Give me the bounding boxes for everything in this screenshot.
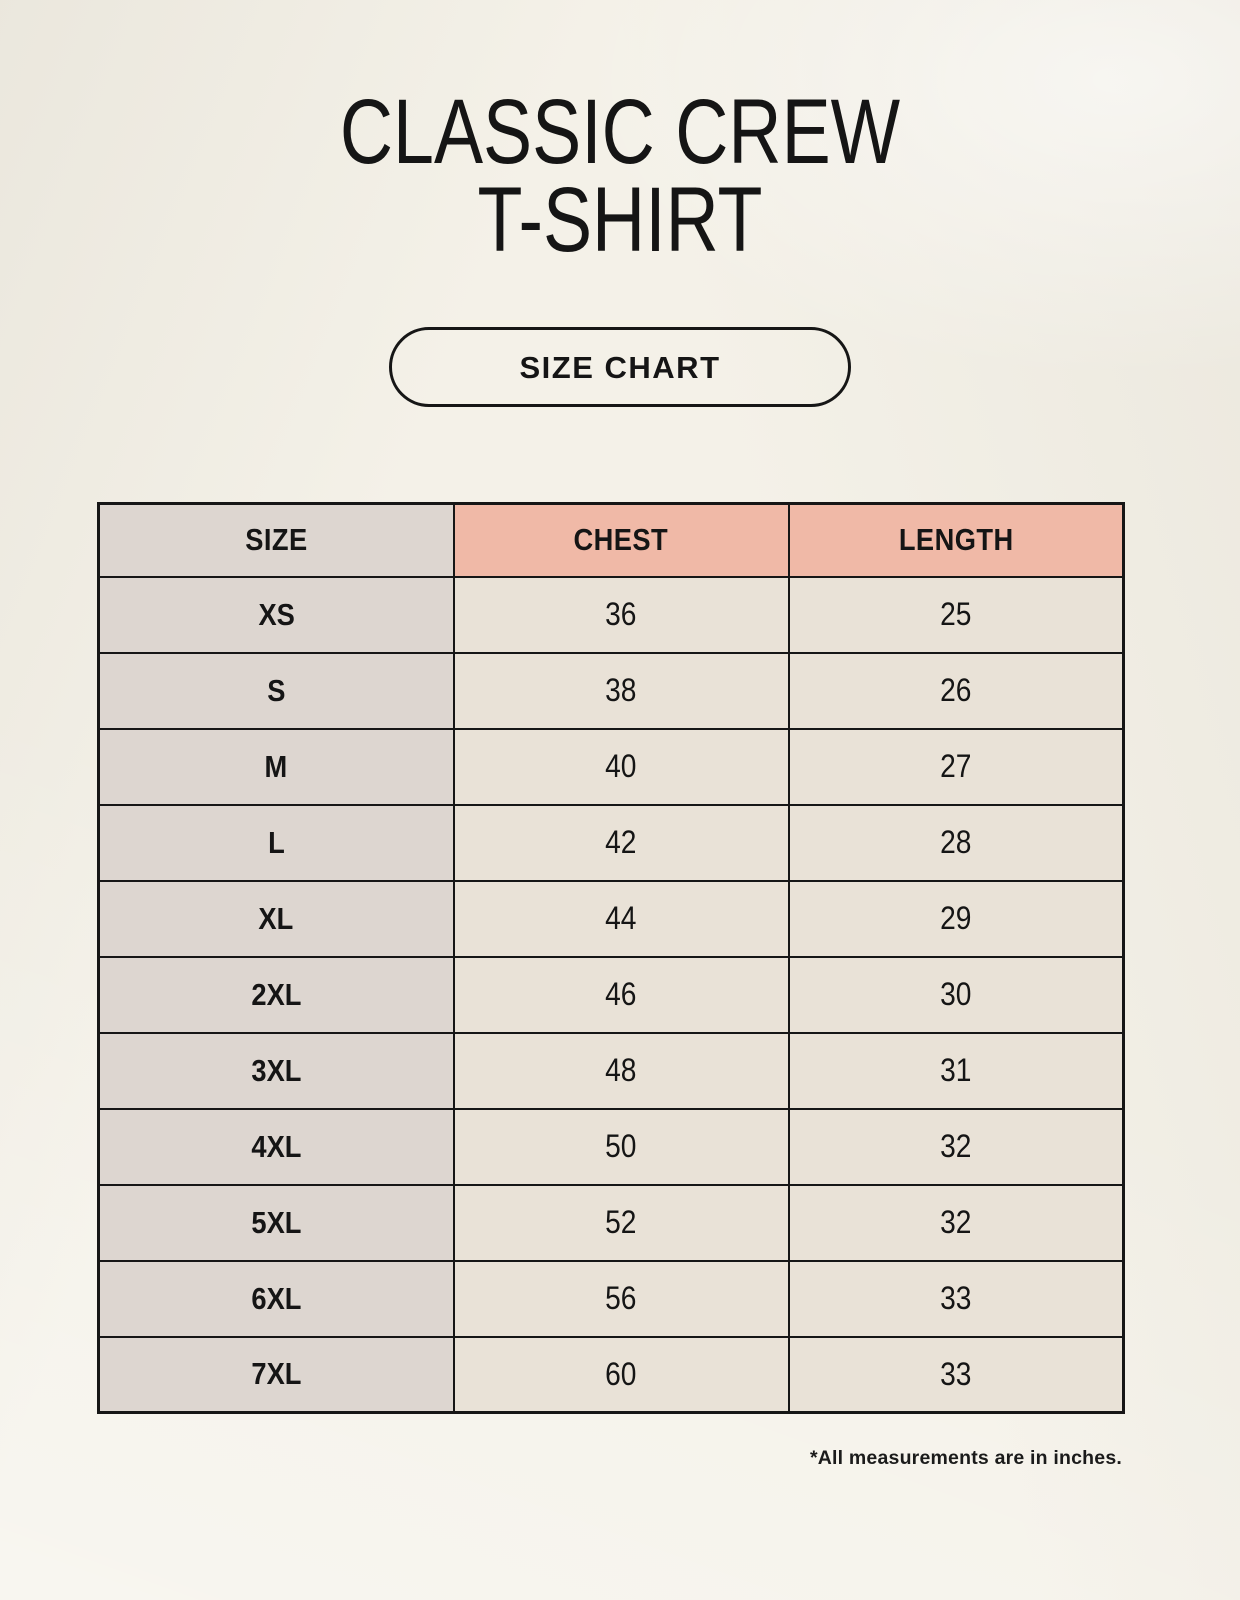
page-title: CLASSIC CREW T-SHIRT (124, 0, 1116, 266)
size-cell: M (97, 727, 455, 806)
column-header-length-label: LENGTH (898, 522, 1014, 558)
chest-value: 60 (605, 1355, 637, 1392)
chest-cell: 42 (452, 803, 790, 882)
chest-cell: 48 (452, 1031, 790, 1110)
size-value: 6XL (251, 1280, 302, 1316)
page-title-line1: CLASSIC CREW (339, 81, 901, 183)
length-value: 32 (940, 1204, 972, 1240)
table-row-l: L 42 28 (97, 803, 1125, 882)
chest-value: 44 (605, 900, 637, 936)
length-cell: 32 (787, 1183, 1125, 1262)
size-cell: L (97, 803, 455, 882)
length-value: 33 (940, 1280, 972, 1316)
length-value: 25 (940, 596, 972, 632)
table-row-4xl: 4XL 50 32 (97, 1107, 1125, 1186)
chest-cell: 50 (452, 1107, 790, 1186)
chest-value: 52 (605, 1204, 637, 1240)
table-row-s: S 38 26 (97, 651, 1125, 730)
table-row-xl: XL 44 29 (97, 879, 1125, 958)
chest-cell: 40 (452, 727, 790, 806)
column-header-chest-label: CHEST (573, 522, 669, 558)
length-value: 29 (940, 900, 972, 936)
size-cell: 4XL (97, 1107, 455, 1186)
chest-cell: 46 (452, 955, 790, 1034)
table-row-m: M 40 27 (97, 727, 1125, 806)
table-header-row: SIZE CHEST LENGTH (97, 502, 1125, 578)
table-row-7xl: 7XL 60 33 (97, 1335, 1125, 1414)
column-header-length: LENGTH (787, 502, 1125, 578)
chest-cell: 38 (452, 651, 790, 730)
length-value: 26 (940, 672, 972, 708)
column-header-chest: CHEST (452, 502, 790, 578)
length-cell: 26 (787, 651, 1125, 730)
chest-value: 38 (605, 672, 637, 708)
length-cell: 25 (787, 575, 1125, 654)
size-value: S (267, 672, 286, 708)
chest-cell: 60 (452, 1335, 790, 1414)
chest-cell: 44 (452, 879, 790, 958)
length-value: 33 (940, 1355, 972, 1392)
length-cell: 29 (787, 879, 1125, 958)
chest-value: 46 (605, 976, 637, 1012)
chest-value: 40 (605, 748, 637, 784)
size-value: XS (258, 596, 295, 632)
length-cell: 30 (787, 955, 1125, 1034)
size-cell: 3XL (97, 1031, 455, 1110)
length-cell: 31 (787, 1031, 1125, 1110)
size-cell: 5XL (97, 1183, 455, 1262)
size-cell: XL (97, 879, 455, 958)
length-cell: 28 (787, 803, 1125, 882)
length-cell: 33 (787, 1335, 1125, 1414)
length-value: 28 (940, 824, 972, 860)
column-header-size-label: SIZE (245, 522, 308, 558)
size-value: 2XL (251, 976, 302, 1012)
size-cell: 2XL (97, 955, 455, 1034)
size-value: 3XL (251, 1052, 302, 1088)
chest-value: 56 (605, 1280, 637, 1316)
size-cell: S (97, 651, 455, 730)
size-value: L (267, 824, 285, 860)
size-cell: 6XL (97, 1259, 455, 1338)
column-header-size: SIZE (97, 502, 455, 578)
page-title-line2: T-SHIRT (477, 169, 763, 272)
chest-value: 48 (605, 1052, 637, 1088)
chest-cell: 52 (452, 1183, 790, 1262)
length-value: 30 (940, 976, 972, 1012)
chest-cell: 36 (452, 575, 790, 654)
length-value: 31 (940, 1052, 972, 1088)
length-cell: 33 (787, 1259, 1125, 1338)
size-chart-table-container: SIZE CHEST LENGTH XS 36 25 S (97, 502, 1125, 1414)
length-cell: 27 (787, 727, 1125, 806)
size-chart-table: SIZE CHEST LENGTH XS 36 25 S (97, 502, 1125, 1414)
table-row-5xl: 5XL 52 32 (97, 1183, 1125, 1262)
size-value: M (264, 748, 288, 784)
size-value: XL (258, 900, 294, 936)
table-row-xs: XS 36 25 (97, 575, 1125, 654)
length-cell: 32 (787, 1107, 1125, 1186)
length-value: 27 (940, 748, 972, 784)
table-row-2xl: 2XL 46 30 (97, 955, 1125, 1034)
size-cell: XS (97, 575, 455, 654)
size-value: 4XL (251, 1128, 302, 1164)
length-value: 32 (940, 1128, 972, 1164)
size-value: 7XL (251, 1356, 302, 1392)
size-value: 5XL (251, 1204, 302, 1240)
chest-value: 36 (605, 596, 637, 632)
chest-value: 42 (605, 824, 637, 860)
table-row-3xl: 3XL 48 31 (97, 1031, 1125, 1110)
size-chart-button[interactable]: SIZE CHART (389, 326, 851, 407)
chest-value: 50 (605, 1128, 637, 1164)
measurements-footnote: *All measurements are in inches. (809, 1447, 1122, 1469)
size-chart-button-row: SIZE CHART (0, 326, 1240, 407)
table-row-6xl: 6XL 56 33 (97, 1259, 1125, 1338)
chest-cell: 56 (452, 1259, 790, 1338)
size-cell: 7XL (97, 1335, 455, 1414)
